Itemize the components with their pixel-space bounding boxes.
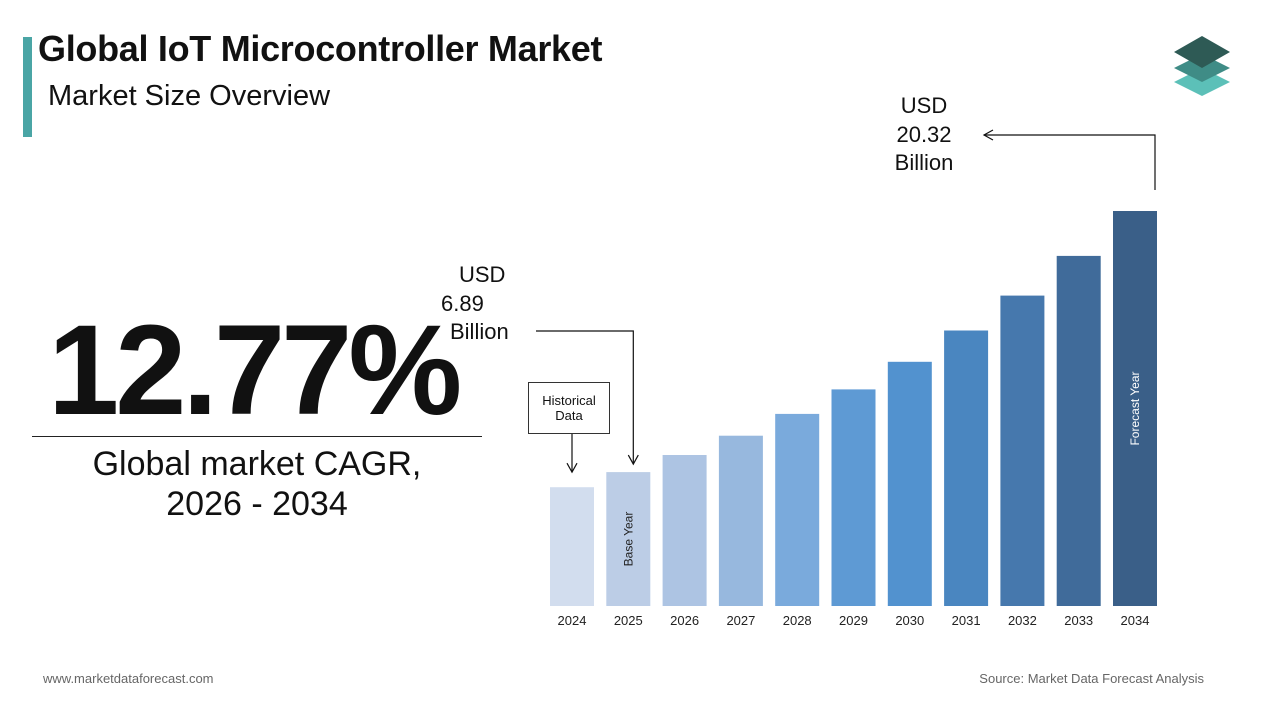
- x-tick-2033: 2033: [1064, 613, 1093, 628]
- x-tick-2030: 2030: [895, 613, 924, 628]
- bar-2028: [775, 413, 820, 606]
- x-tick-2029: 2029: [839, 613, 868, 628]
- bar-2032: [1000, 295, 1045, 606]
- footer-website: www.marketdataforecast.com: [43, 671, 214, 686]
- cagr-label: Global market CAGR, 2026 - 2034: [32, 444, 482, 524]
- callout-start-arrow: [536, 330, 639, 466]
- title-accent-bar: [23, 37, 32, 137]
- bar-2031: [944, 330, 989, 606]
- bar-2033: [1056, 255, 1101, 606]
- callout-start-amount: 6.89: [441, 290, 484, 316]
- x-tick-2025: 2025: [614, 613, 643, 628]
- layers-logo-icon: [1174, 36, 1230, 96]
- divider: [32, 436, 482, 437]
- callout-start-currency: USD: [459, 262, 506, 287]
- historical-label-line2: Data: [555, 408, 583, 423]
- bar-label-2025: Base Year: [621, 512, 635, 567]
- callout-end-unit: Billion: [894, 150, 954, 175]
- x-tick-2026: 2026: [670, 613, 699, 628]
- bar-2030: [887, 361, 932, 606]
- bar-2024: [550, 487, 594, 606]
- x-tick-2032: 2032: [1008, 613, 1037, 628]
- bar-label-2034: Forecast Year: [1128, 371, 1142, 445]
- historical-data-box: Historical Data: [528, 382, 610, 434]
- callout-end-currency: USD: [900, 93, 948, 118]
- x-tick-2027: 2027: [726, 613, 755, 628]
- bar-2034: [1113, 211, 1157, 606]
- footer-source: Source: Market Data Forecast Analysis: [979, 671, 1204, 686]
- cagr-label-line1: Global market CAGR,: [92, 445, 422, 483]
- cagr-label-line2: 2026 - 2034: [166, 485, 348, 523]
- page-title: Global IoT Microcontroller Market: [38, 28, 603, 69]
- x-tick-2024: 2024: [558, 613, 587, 628]
- x-tick-2028: 2028: [783, 613, 812, 628]
- callout-end-arrow: [982, 129, 1156, 190]
- callout-end-value: USD 20.32 Billion: [868, 92, 980, 178]
- callout-start-unit: Billion: [450, 319, 509, 344]
- bar-2027: [718, 435, 763, 606]
- cagr-value: 12.77%: [48, 299, 462, 442]
- callout-end-amount: 20.32: [896, 121, 952, 147]
- historical-label-line1: Historical: [542, 393, 596, 408]
- callout-start-value: USD 6.89 Billion: [440, 261, 530, 347]
- x-tick-2031: 2031: [952, 613, 981, 628]
- page-subtitle: Market Size Overview: [48, 80, 331, 112]
- bar-2026: [662, 455, 707, 606]
- bar-2029: [831, 389, 876, 606]
- x-tick-2034: 2034: [1121, 613, 1150, 628]
- bar-2025: [606, 472, 651, 606]
